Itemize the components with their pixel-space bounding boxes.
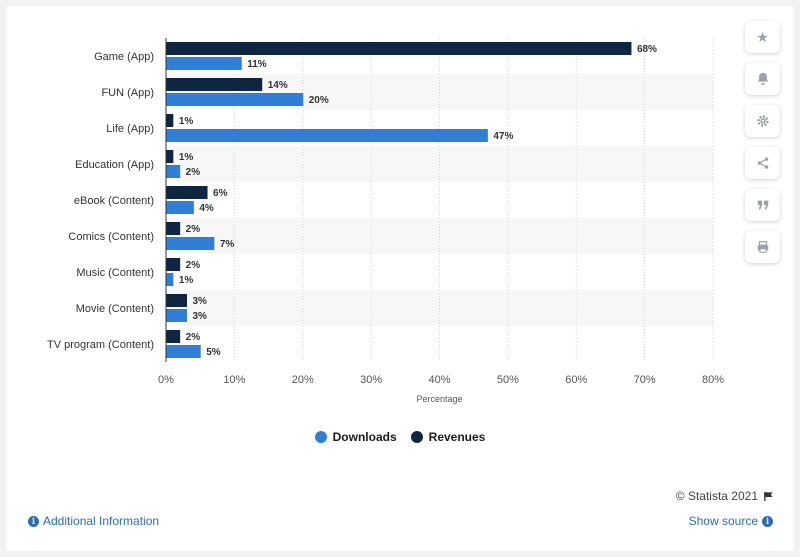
- bar-revenues: [166, 78, 263, 91]
- info-icon: i: [28, 515, 39, 527]
- data-label: 1%: [179, 275, 194, 286]
- x-tick-label: 50%: [497, 374, 519, 386]
- star-icon: ★: [756, 28, 769, 45]
- additional-information-link[interactable]: i Additional Information: [28, 514, 159, 528]
- bar-revenues: [166, 42, 632, 55]
- show-source-link[interactable]: Show source i: [689, 514, 773, 528]
- bar-downloads: [166, 309, 188, 322]
- gear-icon: [756, 115, 769, 127]
- print-icon: [757, 241, 768, 253]
- data-label: 1%: [179, 152, 194, 163]
- category-label: Life (App): [106, 123, 154, 135]
- x-tick-label: 30%: [360, 374, 382, 386]
- quote-icon: [757, 200, 768, 210]
- x-tick-label: 20%: [292, 374, 314, 386]
- share-icon: [757, 157, 768, 169]
- category-label: Comics (Content): [68, 231, 154, 243]
- category-label: eBook (Content): [74, 195, 154, 207]
- category-label: TV program (Content): [47, 339, 154, 351]
- statista-credit[interactable]: © Statista 2021: [676, 489, 774, 503]
- legend-marker-revenues: [410, 431, 423, 443]
- x-tick-label: 60%: [565, 374, 587, 386]
- data-label: 2%: [186, 167, 201, 178]
- bar-downloads: [166, 201, 194, 214]
- legend-label-revenues: Revenues: [428, 430, 486, 444]
- favorite-button[interactable]: ★: [745, 21, 780, 53]
- credit-text: © Statista 2021: [675, 489, 758, 503]
- x-tick-label: 10%: [223, 374, 245, 386]
- data-label: 4%: [199, 203, 214, 214]
- category-label: Music (Content): [76, 267, 154, 279]
- bar-revenues: [166, 222, 181, 235]
- bar-revenues: [166, 258, 181, 271]
- data-label: 47%: [493, 131, 513, 142]
- legend-item-revenues[interactable]: Revenues: [410, 430, 486, 444]
- print-button[interactable]: [745, 231, 780, 263]
- cite-button[interactable]: [745, 189, 780, 221]
- data-label: 2%: [186, 260, 201, 271]
- x-tick-label: 40%: [428, 374, 450, 386]
- data-label: 1%: [179, 116, 194, 127]
- legend-label-downloads: Downloads: [332, 430, 397, 444]
- flag-icon: [764, 491, 773, 501]
- bar-downloads: [166, 129, 488, 142]
- additional-information-label: Additional Information: [43, 514, 160, 528]
- x-tick-label: 70%: [634, 374, 656, 386]
- bar-revenues: [166, 330, 181, 343]
- data-label: 7%: [220, 239, 235, 250]
- category-label: Education (App): [75, 159, 154, 171]
- bar-revenues: [166, 186, 208, 199]
- share-button[interactable]: [745, 147, 780, 179]
- chart-legend: Downloads Revenues: [0, 430, 800, 444]
- data-label: 68%: [637, 44, 657, 55]
- bar-downloads: [166, 165, 181, 178]
- category-label: Game (App): [94, 51, 154, 63]
- bar-revenues: [166, 150, 174, 163]
- data-label: 11%: [247, 59, 267, 70]
- category-label: FUN (App): [101, 87, 154, 99]
- bell-icon: [757, 72, 768, 85]
- data-label: 14%: [268, 80, 288, 91]
- data-label: 6%: [213, 188, 228, 199]
- category-label: Movie (Content): [76, 303, 154, 315]
- data-label: 5%: [206, 347, 221, 358]
- data-label: 2%: [186, 224, 201, 235]
- bar-downloads: [166, 93, 304, 106]
- bar-revenues: [166, 294, 188, 307]
- data-label: 20%: [309, 95, 329, 106]
- x-tick-label: 80%: [702, 374, 724, 386]
- info-icon: i: [762, 515, 773, 527]
- bar-downloads: [166, 237, 215, 250]
- legend-marker-downloads: [314, 431, 327, 443]
- bar-revenues: [166, 114, 174, 127]
- legend-item-downloads[interactable]: Downloads: [314, 430, 397, 444]
- bar-downloads: [166, 345, 201, 358]
- bar-chart: 0% 10% 20% 30% 40% 50% 60% 70% 80% Percentage Game…: [47, 38, 724, 404]
- data-label: 3%: [193, 296, 208, 307]
- data-label: 3%: [193, 311, 208, 322]
- settings-button[interactable]: [745, 105, 780, 137]
- data-label: 2%: [186, 332, 201, 343]
- x-axis-title: Percentage: [416, 394, 462, 404]
- show-source-label: Show source: [688, 514, 758, 528]
- bar-downloads: [166, 273, 174, 286]
- notification-button[interactable]: [745, 63, 780, 95]
- x-tick-label: 0%: [158, 374, 174, 386]
- bar-downloads: [166, 57, 242, 70]
